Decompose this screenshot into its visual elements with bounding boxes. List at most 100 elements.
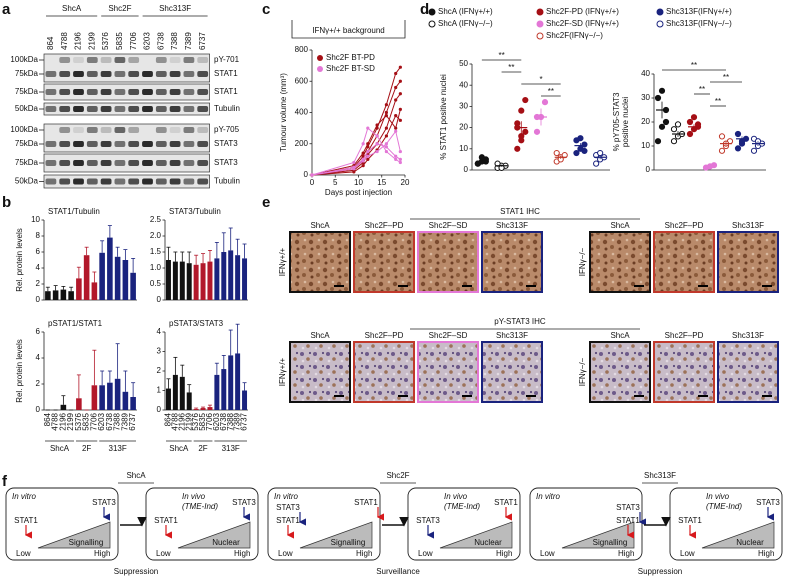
high-label: High: [234, 549, 250, 558]
point: [394, 85, 398, 90]
band: [59, 127, 71, 133]
point: [597, 149, 604, 157]
y-tick-label: 20: [641, 117, 650, 126]
band: [142, 178, 153, 185]
bar: [99, 252, 105, 300]
bar: [165, 388, 171, 410]
point: [352, 165, 356, 169]
bar: [179, 261, 185, 300]
bar: [207, 261, 213, 300]
scale-bar: [634, 285, 644, 287]
low-label: Low: [418, 549, 433, 558]
band: [86, 57, 98, 63]
bar: [107, 382, 113, 410]
point: [398, 92, 402, 96]
group-label: ShcA: [50, 444, 70, 453]
sig-label: **: [699, 85, 705, 94]
y-axis-label: % pY705-STAT3: [612, 92, 621, 151]
band: [45, 71, 57, 77]
scale-bar: [462, 395, 472, 397]
band: [100, 127, 112, 133]
band: [114, 127, 126, 133]
group-label: Shc2F: [108, 4, 131, 13]
point: [398, 65, 402, 69]
triangle-label: Signalling: [69, 538, 104, 547]
point: [366, 142, 370, 146]
mw-marker: 50kDa: [15, 177, 39, 186]
band-label: pY-701: [214, 55, 240, 64]
y-tick-label: 1.5: [150, 247, 162, 256]
line: [311, 143, 401, 176]
legend-label: ShcA (IFNγ+/+): [438, 7, 493, 16]
band: [128, 178, 140, 185]
marker-label: STAT3: [416, 516, 440, 525]
outcome-label: Suppression: [114, 567, 158, 576]
y-tick-label: 600: [295, 76, 309, 85]
marker-label: STAT1: [154, 516, 178, 525]
x-tick-label: 5376: [191, 412, 200, 430]
bar: [214, 258, 220, 300]
low-label: Low: [540, 549, 555, 558]
band: [155, 89, 167, 95]
bar: [130, 272, 136, 300]
ihc-title: STAT1 IHC: [500, 207, 540, 216]
bar: [200, 263, 206, 300]
band: [183, 106, 195, 112]
bar: [228, 355, 234, 410]
y-tick-label: 30: [641, 93, 650, 102]
y-tick-label: 4: [36, 263, 41, 272]
y-tick-label: 0: [157, 295, 162, 304]
bar: [91, 385, 98, 410]
bar: [186, 392, 192, 410]
sig-label: **: [723, 73, 729, 82]
ihc-label: Shc313F: [496, 221, 528, 230]
ihc-label: Shc313F: [496, 331, 528, 340]
triangle: [299, 521, 373, 549]
band: [155, 57, 167, 63]
y-tick-label: 2.5: [150, 215, 162, 224]
y-tick-label: 0: [646, 165, 651, 174]
bar: [68, 291, 74, 300]
band: [183, 141, 195, 147]
band: [128, 127, 140, 133]
point: [573, 149, 580, 157]
ihc-image: [481, 231, 543, 293]
x-tick-label: 2199: [66, 412, 75, 430]
x-tick-label: 20: [401, 178, 410, 187]
ihc-image: [353, 341, 415, 403]
band: [183, 57, 195, 63]
ihc-image: [717, 231, 779, 293]
ihc-label: ShcA: [610, 221, 630, 230]
triangle: [439, 521, 513, 549]
band: [169, 71, 181, 77]
scale-bar: [462, 285, 472, 287]
bar: [200, 408, 206, 410]
legend-marker: [428, 20, 436, 28]
legend-label: Shc313F(IFNγ+/+): [666, 7, 732, 16]
point: [553, 149, 560, 157]
point: [384, 110, 388, 115]
legend-marker: [656, 8, 664, 16]
triangle-label: Nuclear: [736, 538, 764, 547]
box-label: (TME-Ind): [444, 502, 480, 511]
bar: [214, 374, 220, 410]
mw-marker: 100kDa: [10, 125, 38, 134]
bar: [130, 397, 136, 410]
band: [59, 106, 71, 112]
y-tick-label: 3: [157, 347, 162, 356]
sig-label: **: [508, 63, 514, 72]
high-label: High: [758, 549, 774, 558]
y-tick-label: 0: [304, 170, 309, 179]
scale-bar: [398, 285, 408, 287]
point: [394, 71, 398, 76]
point: [581, 147, 588, 155]
ihc-side-label: IFNγ−/−: [578, 357, 587, 386]
bar: [235, 353, 241, 410]
point: [361, 142, 365, 146]
band: [86, 160, 98, 166]
point: [394, 126, 398, 130]
diagram-title: ShcA: [126, 471, 146, 480]
ihc-label: ShcA: [310, 221, 330, 230]
band: [59, 57, 71, 63]
lane-label: 5376: [101, 32, 110, 50]
